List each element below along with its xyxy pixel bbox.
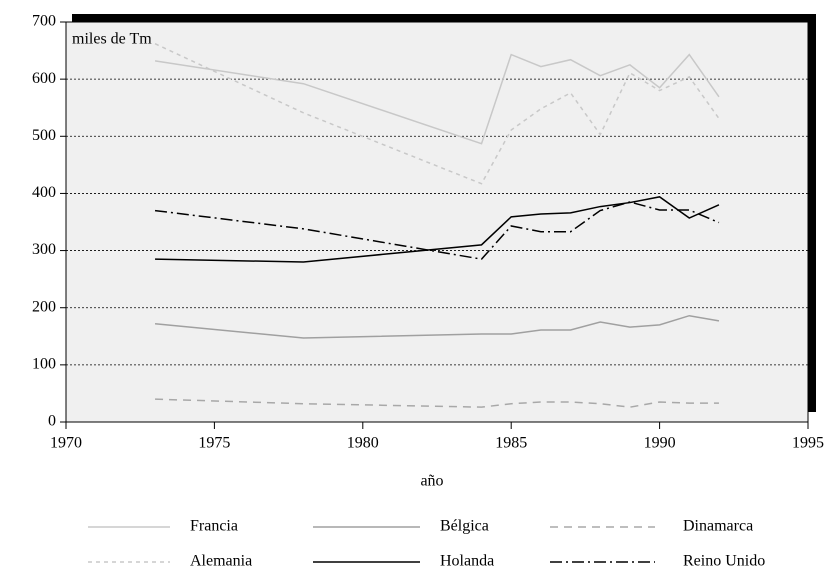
y-tick-label: 0 xyxy=(48,413,56,430)
legend-label: Alemania xyxy=(190,553,252,570)
legend-label: Holanda xyxy=(440,553,494,570)
series-line xyxy=(154,314,720,339)
y-tick-label: 400 xyxy=(32,184,56,201)
x-tick-label: 1985 xyxy=(495,435,527,452)
frame-shadow xyxy=(72,14,816,22)
legend-label: Reino Unido xyxy=(683,553,765,570)
plot-area xyxy=(65,21,809,423)
chart-title: miles de Tm xyxy=(72,31,152,48)
x-tick-label: 1970 xyxy=(50,435,82,452)
series-line xyxy=(154,201,720,260)
series-line xyxy=(155,196,720,263)
y-tick-label: 700 xyxy=(32,13,56,30)
series-line xyxy=(154,43,720,185)
y-tick-label: 500 xyxy=(32,127,56,144)
series-line xyxy=(154,53,720,145)
legend-label: Francia xyxy=(190,518,238,535)
y-tick-label: 100 xyxy=(32,356,56,373)
series-line xyxy=(155,398,719,408)
y-tick-label: 200 xyxy=(32,298,56,315)
x-tick-label: 1995 xyxy=(792,435,824,452)
x-tick-label: 1990 xyxy=(644,435,676,452)
x-tick-label: 1980 xyxy=(347,435,379,452)
legend-label: Bélgica xyxy=(440,518,489,535)
frame-shadow xyxy=(808,14,816,412)
x-tick-label: 1975 xyxy=(198,435,230,452)
legend-label: Dinamarca xyxy=(683,518,753,535)
y-tick-label: 300 xyxy=(32,241,56,258)
y-tick-label: 600 xyxy=(32,70,56,87)
x-axis-label: año xyxy=(420,473,443,490)
